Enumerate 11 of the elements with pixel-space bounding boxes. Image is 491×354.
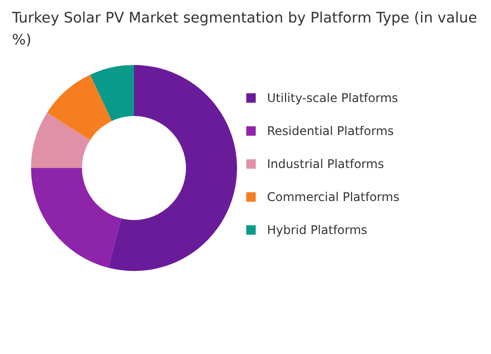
legend-label: Industrial Platforms xyxy=(267,157,384,171)
legend-label: Commercial Platforms xyxy=(267,190,400,204)
donut-slice xyxy=(90,65,134,121)
donut-slice xyxy=(47,74,112,140)
donut-slice xyxy=(31,168,122,268)
donut-slice xyxy=(31,112,90,168)
legend-label: Hybrid Platforms xyxy=(267,223,368,237)
legend-label: Residential Platforms xyxy=(267,124,394,138)
legend-label: Utility-scale Platforms xyxy=(267,91,398,105)
chart-title: Turkey Solar PV Market segmentation by Platform Type (in value %) xyxy=(11,10,478,48)
donut-slice xyxy=(108,65,237,271)
